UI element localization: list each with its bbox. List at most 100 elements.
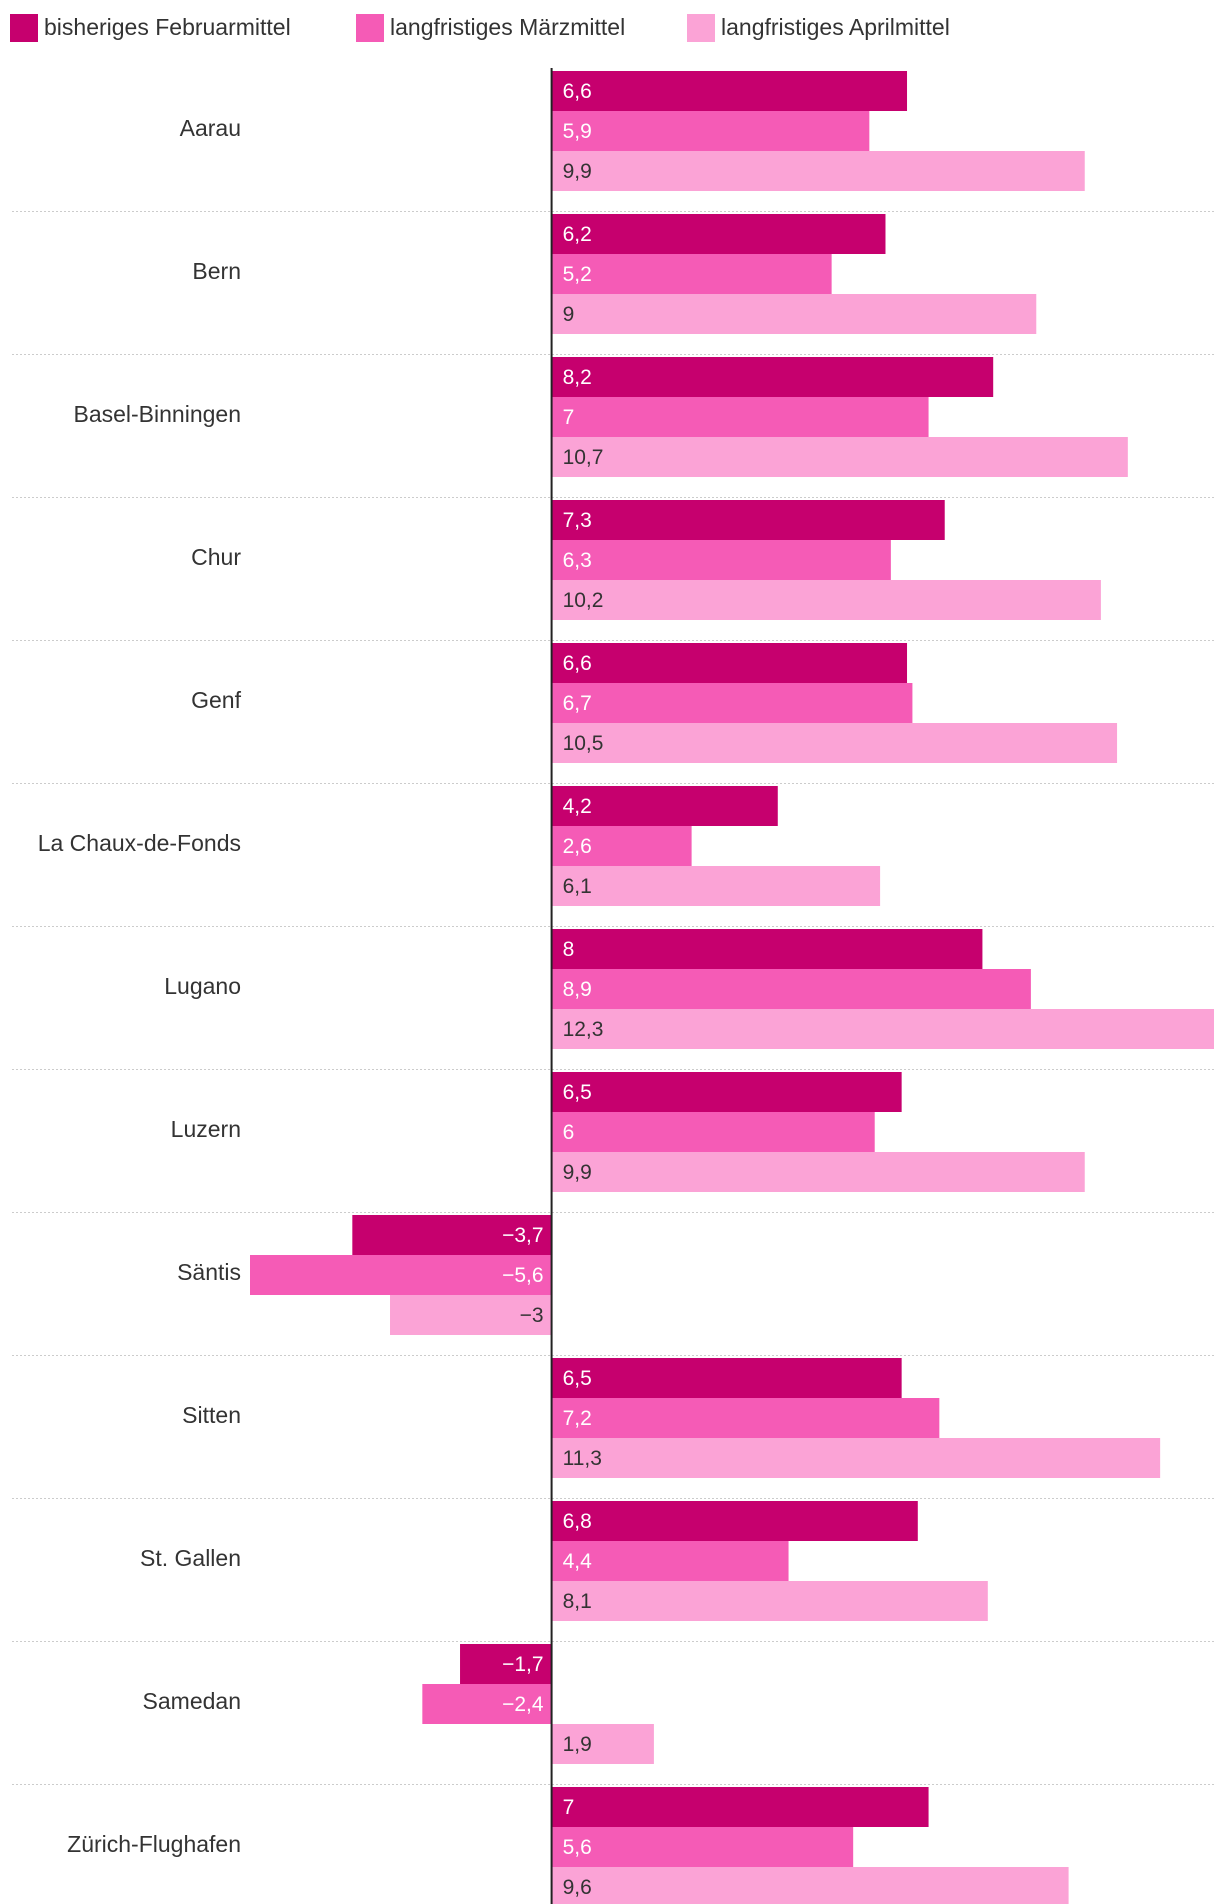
bar-basel-binningen-series-1 xyxy=(551,357,994,397)
bar-santis-series-3 xyxy=(390,1295,552,1335)
bar-aarau-series-2 xyxy=(551,111,870,151)
station-label-lugano: Lugano xyxy=(164,973,241,999)
value-label-santis-series-1: −3,7 xyxy=(502,1224,543,1247)
legend-label-1: bisheriges Februarmittel xyxy=(44,14,291,40)
value-label-st-gallen-series-2: 4,4 xyxy=(563,1550,593,1573)
value-label-zurich-flughafen-series-1: 7 xyxy=(563,1796,575,1819)
bar-lugano-series-2 xyxy=(551,969,1031,1009)
bar-st-gallen-series-1 xyxy=(551,1501,918,1541)
station-label-basel-binningen: Basel-Binningen xyxy=(73,401,241,427)
bar-chur-series-1 xyxy=(551,500,945,540)
bar-genf-series-3 xyxy=(551,723,1118,763)
station-label-la-chaux-de-fonds: La Chaux-de-Fonds xyxy=(38,830,241,856)
station-label-genf: Genf xyxy=(191,687,241,713)
bar-genf-series-1 xyxy=(551,643,908,683)
value-label-bern-series-1: 6,2 xyxy=(563,223,592,246)
bar-la-chaux-de-fonds-series-1 xyxy=(551,786,778,826)
legend-swatch-2 xyxy=(356,14,384,42)
value-label-sitten-series-2: 7,2 xyxy=(563,1407,592,1430)
bar-samedan-series-1 xyxy=(460,1644,552,1684)
legend-label-2: langfristiges Märzmittel xyxy=(390,14,625,40)
bar-zurich-flughafen-series-1 xyxy=(551,1787,929,1827)
station-label-st-gallen: St. Gallen xyxy=(140,1545,241,1571)
legend-swatch-1 xyxy=(10,14,38,42)
bar-sitten-series-1 xyxy=(551,1358,902,1398)
value-label-aarau-series-1: 6,6 xyxy=(563,80,592,103)
station-label-chur: Chur xyxy=(191,544,241,570)
station-label-bern: Bern xyxy=(192,258,241,284)
value-label-zurich-flughafen-series-2: 5,6 xyxy=(563,1836,592,1859)
bar-zurich-flughafen-series-3 xyxy=(551,1867,1069,1904)
value-label-luzern-series-1: 6,5 xyxy=(563,1081,592,1104)
bar-samedan-series-2 xyxy=(422,1684,552,1724)
value-label-la-chaux-de-fonds-series-3: 6,1 xyxy=(563,875,592,898)
bar-la-chaux-de-fonds-series-2 xyxy=(551,826,692,866)
bar-santis-series-2 xyxy=(250,1255,552,1295)
station-label-zurich-flughafen: Zürich-Flughafen xyxy=(67,1831,241,1857)
value-label-basel-binningen-series-2: 7 xyxy=(563,406,575,429)
bar-sitten-series-2 xyxy=(551,1398,940,1438)
chart-legend: bisheriges Februarmittel langfristiges Mä… xyxy=(10,14,950,42)
bar-bern-series-2 xyxy=(551,254,832,294)
value-label-basel-binningen-series-1: 8,2 xyxy=(563,366,592,389)
bar-genf-series-2 xyxy=(551,683,913,723)
value-label-genf-series-1: 6,6 xyxy=(563,652,592,675)
bar-lugano-series-3 xyxy=(551,1009,1214,1049)
value-label-genf-series-2: 6,7 xyxy=(563,692,592,715)
value-label-chur-series-3: 10,2 xyxy=(563,589,604,612)
bar-aarau-series-1 xyxy=(551,71,908,111)
value-label-bern-series-3: 9 xyxy=(563,303,575,326)
station-label-sitten: Sitten xyxy=(182,1402,241,1428)
value-label-luzern-series-2: 6 xyxy=(563,1121,575,1144)
chart-bars: 6,6 5,9 9,9 6,2 5,2 9 8,2 7 10,7 7,3 6,3 10,2 6,6 6,7… xyxy=(250,71,1214,1904)
value-label-lugano-series-1: 8 xyxy=(563,938,575,961)
bar-basel-binningen-series-3 xyxy=(551,437,1128,477)
station-labels: Aarau Bern Basel-Binningen Chur Genf La Chaux… xyxy=(38,115,242,1857)
value-label-bern-series-2: 5,2 xyxy=(563,263,592,286)
value-label-lugano-series-2: 8,9 xyxy=(563,978,592,1001)
bar-santis-series-1 xyxy=(352,1215,552,1255)
value-label-chur-series-2: 6,3 xyxy=(563,549,592,572)
station-label-santis: Säntis xyxy=(177,1259,241,1285)
station-label-samedan: Samedan xyxy=(143,1688,241,1714)
value-label-genf-series-3: 10,5 xyxy=(563,732,604,755)
value-label-st-gallen-series-3: 8,1 xyxy=(563,1590,592,1613)
legend-swatch-3 xyxy=(687,14,715,42)
bar-st-gallen-series-2 xyxy=(551,1541,789,1581)
bar-sitten-series-3 xyxy=(551,1438,1161,1478)
bar-basel-binningen-series-2 xyxy=(551,397,929,437)
value-label-samedan-series-3: 1,9 xyxy=(563,1733,592,1756)
station-label-aarau: Aarau xyxy=(180,115,241,141)
bar-bern-series-3 xyxy=(551,294,1037,334)
row-separators xyxy=(12,211,1214,1785)
value-label-aarau-series-2: 5,9 xyxy=(563,120,592,143)
bar-zurich-flughafen-series-2 xyxy=(551,1827,854,1867)
bar-aarau-series-3 xyxy=(551,151,1085,191)
bar-bern-series-1 xyxy=(551,214,886,254)
bar-samedan-series-3 xyxy=(551,1724,654,1764)
value-label-santis-series-2: −5,6 xyxy=(502,1264,543,1287)
bar-lugano-series-1 xyxy=(551,929,983,969)
value-label-lugano-series-3: 12,3 xyxy=(563,1018,604,1041)
value-label-st-gallen-series-1: 6,8 xyxy=(563,1510,592,1533)
bar-chur-series-2 xyxy=(551,540,891,580)
station-label-luzern: Luzern xyxy=(171,1116,241,1142)
value-label-santis-series-3: −3 xyxy=(520,1304,544,1327)
bar-luzern-series-3 xyxy=(551,1152,1085,1192)
value-label-sitten-series-3: 11,3 xyxy=(563,1447,602,1470)
bar-la-chaux-de-fonds-series-3 xyxy=(551,866,881,906)
value-label-la-chaux-de-fonds-series-1: 4,2 xyxy=(563,795,592,818)
value-label-chur-series-1: 7,3 xyxy=(563,509,592,532)
bar-chur-series-3 xyxy=(551,580,1101,620)
legend-label-3: langfristiges Aprilmittel xyxy=(721,14,950,40)
value-label-aarau-series-3: 9,9 xyxy=(563,160,592,183)
bar-st-gallen-series-3 xyxy=(551,1581,988,1621)
bar-luzern-series-2 xyxy=(551,1112,875,1152)
value-label-basel-binningen-series-3: 10,7 xyxy=(563,446,604,469)
value-label-sitten-series-1: 6,5 xyxy=(563,1367,592,1390)
value-label-la-chaux-de-fonds-series-2: 2,6 xyxy=(563,835,592,858)
bar-luzern-series-1 xyxy=(551,1072,902,1112)
value-label-zurich-flughafen-series-3: 9,6 xyxy=(563,1876,592,1899)
value-label-luzern-series-3: 9,9 xyxy=(563,1161,592,1184)
